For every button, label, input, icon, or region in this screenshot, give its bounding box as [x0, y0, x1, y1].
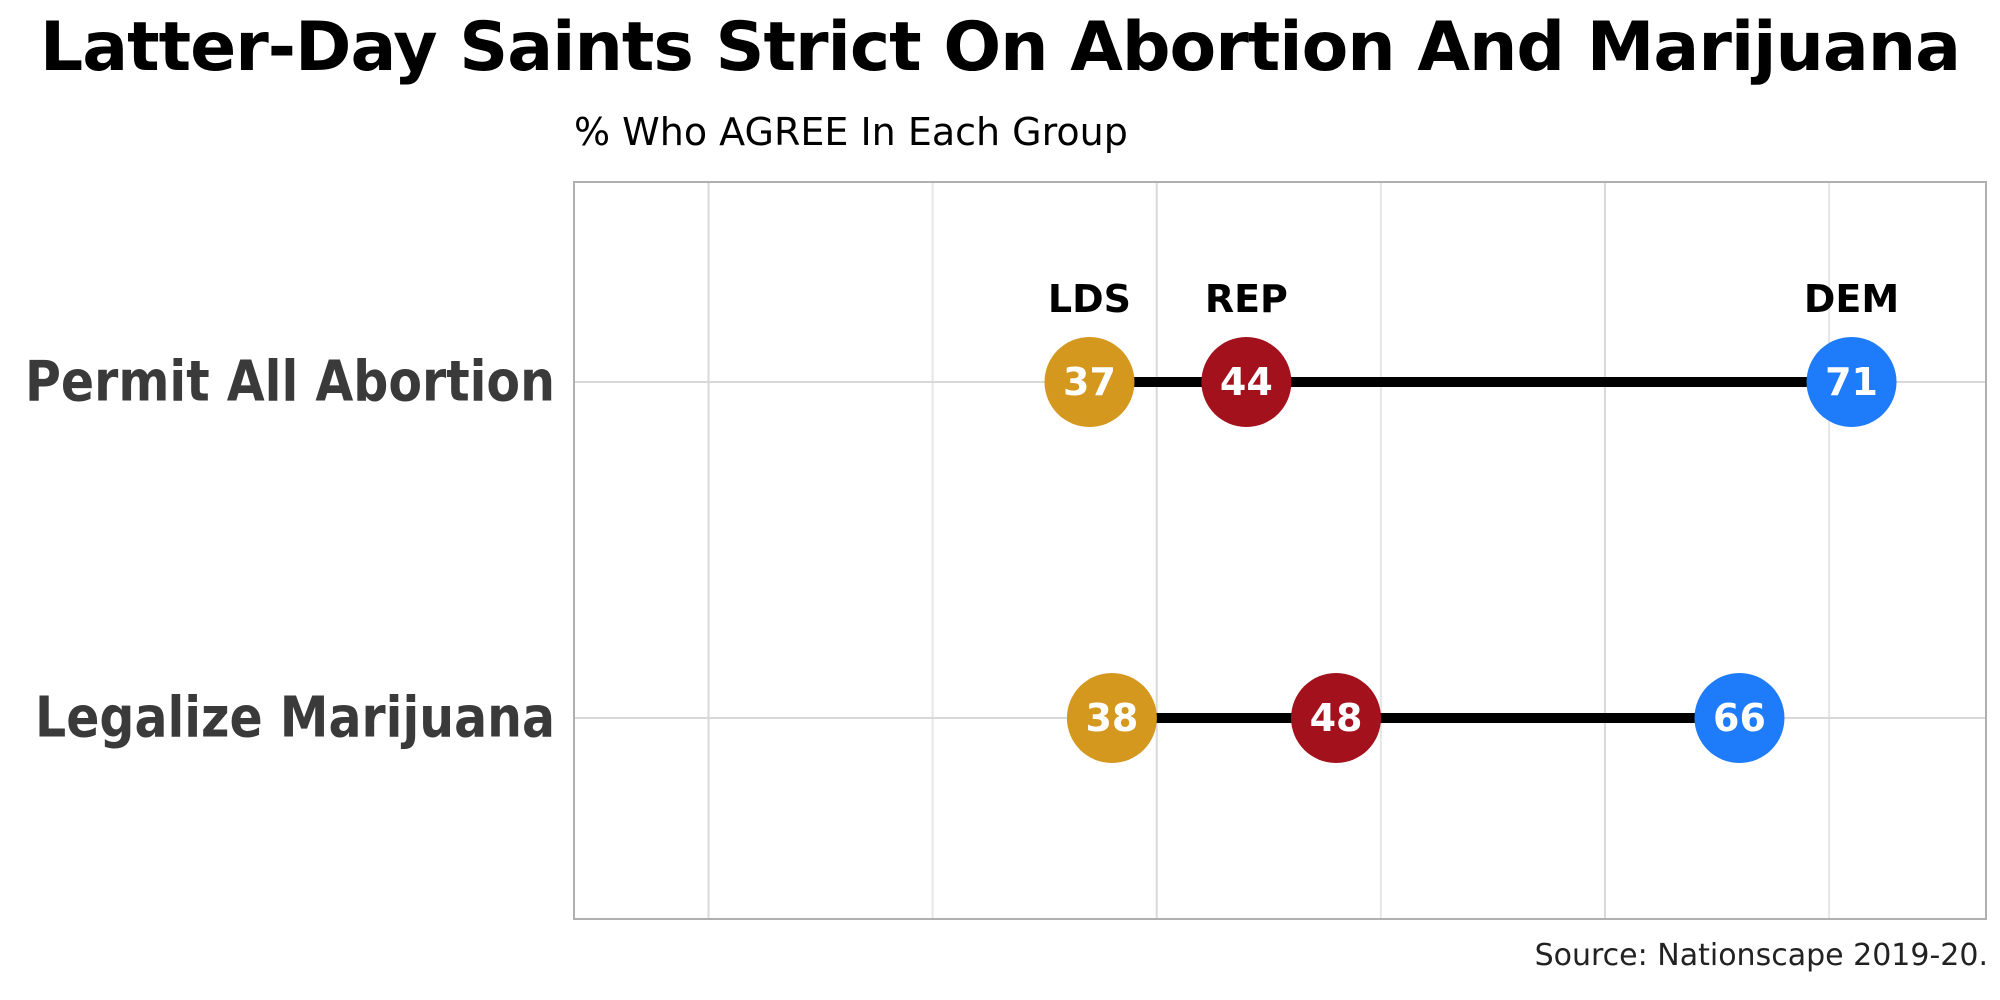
value-label: 38: [1085, 696, 1138, 740]
dot-dem: [1806, 337, 1897, 427]
group-label: REP: [1205, 277, 1288, 321]
group-labels: LDS REP DEM: [1048, 277, 1899, 321]
data-points: 37 38 44 48 71 66: [1044, 337, 1897, 763]
chart-title: Latter-Day Saints Strict On Abortion And…: [39, 8, 1961, 87]
plot-frame: [573, 181, 1987, 920]
dot-lds: [1044, 337, 1135, 427]
value-label: 48: [1310, 696, 1363, 740]
dot-rep: [1291, 673, 1382, 763]
chart-subtitle: % Who AGREE In Each Group: [574, 110, 1128, 154]
row-label: Permit All Abortion: [25, 350, 555, 415]
value-label: 71: [1825, 360, 1878, 404]
value-label: 37: [1063, 360, 1116, 404]
source-note: Source: Nationscape 2019-20.: [1534, 938, 1988, 973]
row-labels: Permit All Abortion Legalize Marijuana: [25, 350, 555, 751]
dot-lds: [1066, 673, 1157, 763]
row-label: Legalize Marijuana: [35, 686, 555, 751]
connector-lines: [1089, 377, 1852, 723]
value-label: 66: [1713, 696, 1766, 740]
value-label: 44: [1220, 360, 1273, 404]
dot-rep: [1201, 337, 1292, 427]
group-label: LDS: [1048, 277, 1131, 321]
group-label: DEM: [1804, 277, 1899, 321]
dot-dem: [1694, 673, 1785, 763]
